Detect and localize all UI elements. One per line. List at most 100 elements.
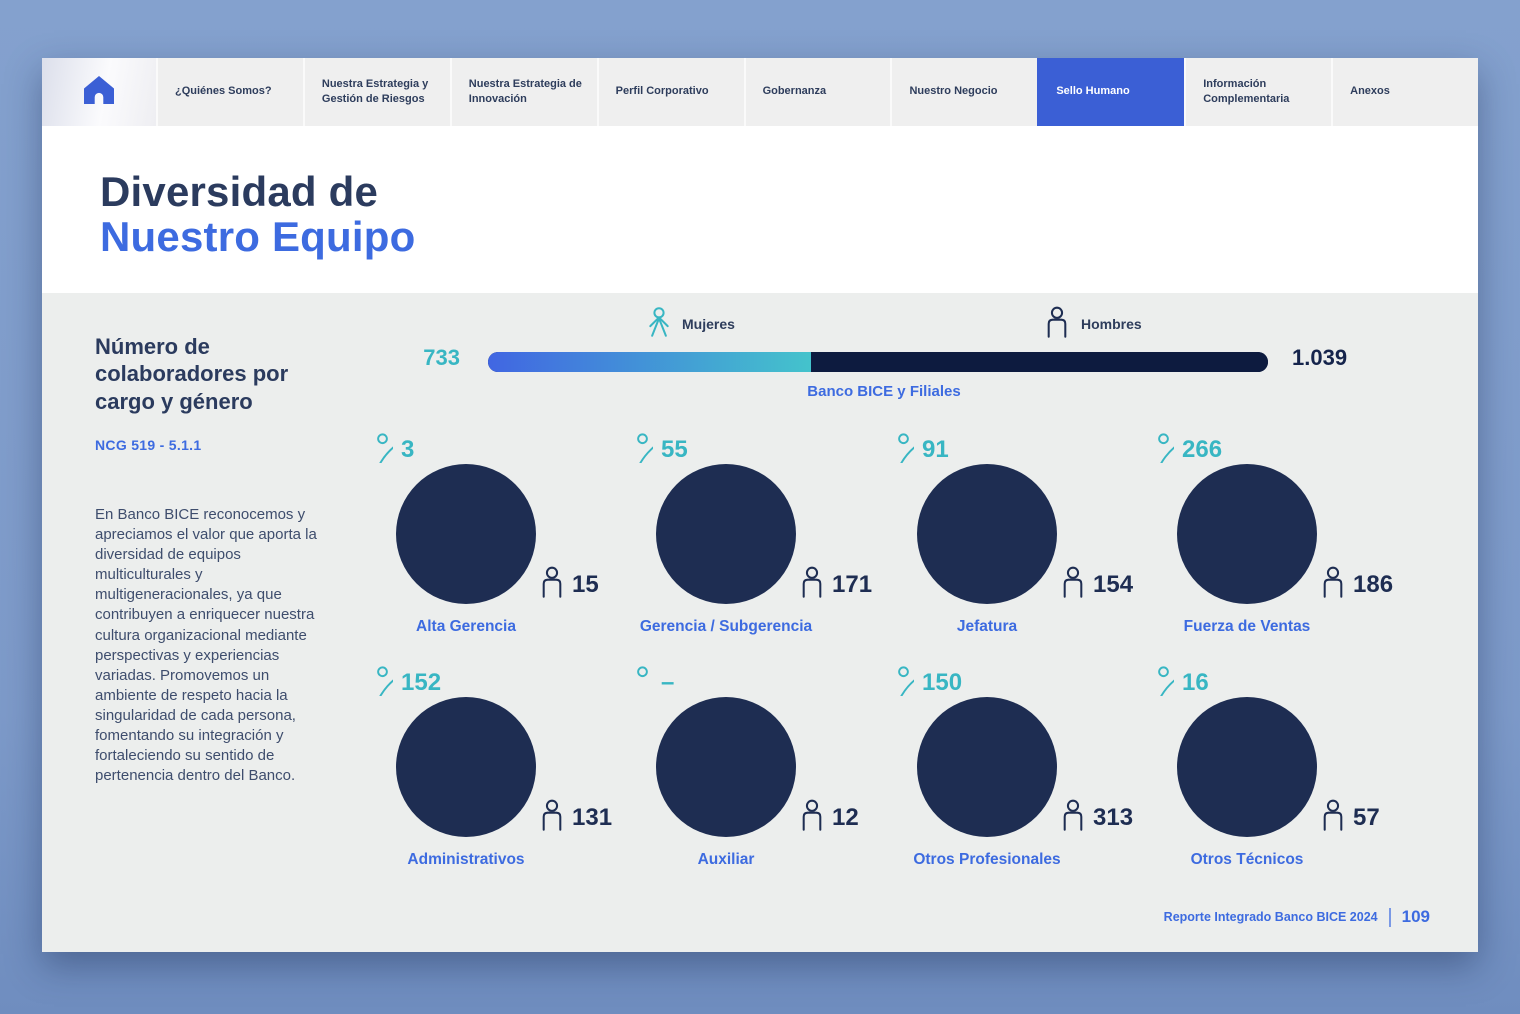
gender-pie-chart	[396, 464, 536, 604]
report-page: ¿Quiénes Somos? Nuestra Estrategia y Ges…	[42, 58, 1478, 952]
woman-icon	[892, 431, 956, 538]
hombres-count-badge: 57	[1321, 799, 1380, 836]
mujeres-count-badge: 266	[1152, 431, 1248, 557]
man-icon	[540, 799, 564, 836]
hombres-count-badge: 12	[800, 799, 859, 836]
man-icon	[800, 566, 824, 603]
legend-mujeres: Mujeres	[648, 306, 735, 342]
mujeres-count: 55	[661, 436, 688, 463]
gender-pie-chart	[917, 464, 1057, 604]
mujeres-count-badge: –	[632, 665, 674, 701]
gender-pie-chart	[656, 697, 796, 837]
tab-estrategia-riesgos[interactable]: Nuestra Estrategia y Gestión de Riesgos	[302, 58, 450, 126]
regulation-reference: NCG 519 - 5.1.1	[95, 437, 202, 453]
pie-card-gerencia-subgerencia: 55 171 Gerencia / Subgerencia	[596, 430, 872, 665]
tab-anexos[interactable]: Anexos	[1331, 58, 1478, 126]
woman-icon	[371, 664, 449, 790]
mujeres-count: 91	[922, 436, 949, 463]
page-footer: Reporte Integrado Banco BICE 2024 109	[1164, 907, 1430, 927]
pie-card-auxiliar: – 12 Auxiliar	[596, 663, 859, 898]
mujeres-count-badge: 55	[631, 431, 695, 495]
tab-quienes-somos[interactable]: ¿Quiénes Somos?	[156, 58, 303, 126]
pie-card-fuerza-de-ventas: 266 186 Fuerza de Ventas	[1117, 430, 1393, 665]
mujeres-count-badge: 16	[1153, 664, 1216, 729]
home-icon	[82, 74, 116, 111]
man-icon	[540, 566, 564, 603]
pie-category-label: Otros Técnicos	[1190, 851, 1304, 868]
mujeres-count-badge: 3	[372, 431, 435, 496]
pie-card-jefatura: 91 154 Jefatura	[857, 430, 1133, 665]
tab-label: Nuestra Estrategia y Gestión de Riesgos	[321, 77, 429, 105]
woman-icon	[892, 664, 956, 756]
man-icon	[1061, 566, 1085, 603]
mujeres-count: 3	[401, 436, 415, 463]
tab-gobernanza[interactable]: Gobernanza	[743, 58, 891, 126]
hombres-count-badge: 15	[540, 566, 599, 603]
pie-category-label: Alta Gerencia	[416, 618, 516, 635]
mujeres-count: 16	[1182, 669, 1209, 696]
woman-icon	[632, 665, 653, 701]
tab-label: Nuestra Estrategia de Innovación	[468, 77, 582, 105]
mujeres-count: 152	[401, 669, 442, 696]
hombres-count-badge: 131	[540, 799, 612, 836]
tab-nuestro-negocio[interactable]: Nuestro Negocio	[890, 58, 1037, 126]
legend-mujeres-label: Mujeres	[682, 316, 735, 332]
page-title-line2: Nuestro Equipo	[100, 212, 416, 260]
footer-divider	[1388, 907, 1391, 927]
woman-icon	[648, 305, 670, 344]
tab-label: Nuestro Negocio	[909, 85, 998, 98]
pie-card-otros-profesionales: 150 313 Otros Profesionales	[857, 663, 1133, 898]
mujeres-count: –	[661, 669, 675, 696]
woman-icon	[372, 431, 435, 496]
gender-pie-chart	[1177, 464, 1317, 604]
top-navigation: ¿Quiénes Somos? Nuestra Estrategia y Ges…	[42, 58, 1478, 126]
pie-category-label: Jefatura	[956, 618, 1018, 635]
hombres-count: 186	[1353, 570, 1394, 598]
hombres-count-badge: 154	[1061, 566, 1133, 603]
hombres-count-badge: 313	[1061, 799, 1133, 836]
tab-label: Información Complementaria	[1203, 77, 1290, 105]
pie-category-label: Fuerza de Ventas	[1183, 618, 1311, 635]
hombres-count: 171	[832, 570, 873, 598]
page-number: 109	[1401, 907, 1430, 926]
mujeres-count: 150	[922, 669, 963, 696]
legend-hombres-label: Hombres	[1081, 316, 1142, 332]
pie-card-administrativos: 152 131 Administrativos	[336, 663, 612, 898]
report-name: Reporte Integrado Banco BICE 2024	[1163, 910, 1378, 924]
gender-pie-chart	[656, 464, 796, 604]
woman-icon	[1152, 431, 1248, 557]
gender-totals-bar	[488, 352, 1268, 372]
hombres-count: 154	[1093, 570, 1134, 598]
total-mujeres-value: 733	[423, 345, 460, 370]
section-heading: Número de colaboradores por cargo y géne…	[95, 334, 289, 414]
man-icon	[1321, 566, 1345, 603]
totals-bar-group-label: Banco BICE y Filiales	[807, 383, 961, 400]
tab-sello-humano[interactable]: Sello Humano	[1037, 58, 1185, 126]
totals-bar-men-segment	[810, 352, 1268, 372]
pie-category-label: Otros Profesionales	[913, 851, 1061, 868]
tab-label: Anexos	[1350, 85, 1390, 98]
intro-paragraph: En Banco BICE reconocemos y apreciamos e…	[95, 506, 317, 785]
man-icon	[1045, 305, 1069, 344]
hombres-count: 131	[572, 803, 613, 831]
hombres-count: 57	[1353, 803, 1380, 831]
tab-label: Perfil Corporativo	[615, 85, 709, 98]
home-tab[interactable]	[42, 58, 156, 126]
tab-estrategia-innovacion[interactable]: Nuestra Estrategia de Innovación	[449, 58, 597, 126]
gender-pie-chart	[1177, 697, 1317, 837]
tab-label: Sello Humano	[1056, 85, 1130, 98]
legend-hombres: Hombres	[1045, 306, 1142, 342]
mujeres-count: 266	[1182, 436, 1223, 463]
pie-card-alta-gerencia: 3 15 Alta Gerencia	[336, 430, 599, 665]
tab-perfil-corporativo[interactable]: Perfil Corporativo	[596, 58, 744, 126]
mujeres-count-badge: 152	[371, 664, 449, 790]
man-icon	[1321, 799, 1345, 836]
mujeres-count-badge: 150	[892, 664, 963, 756]
pie-category-label: Gerencia / Subgerencia	[639, 618, 813, 635]
gender-pie-chart	[917, 697, 1057, 837]
tab-informacion-complementaria[interactable]: Información Complementaria	[1184, 58, 1331, 126]
hombres-count-badge: 171	[800, 566, 872, 603]
woman-icon	[1153, 664, 1216, 729]
hombres-count: 12	[832, 803, 859, 831]
